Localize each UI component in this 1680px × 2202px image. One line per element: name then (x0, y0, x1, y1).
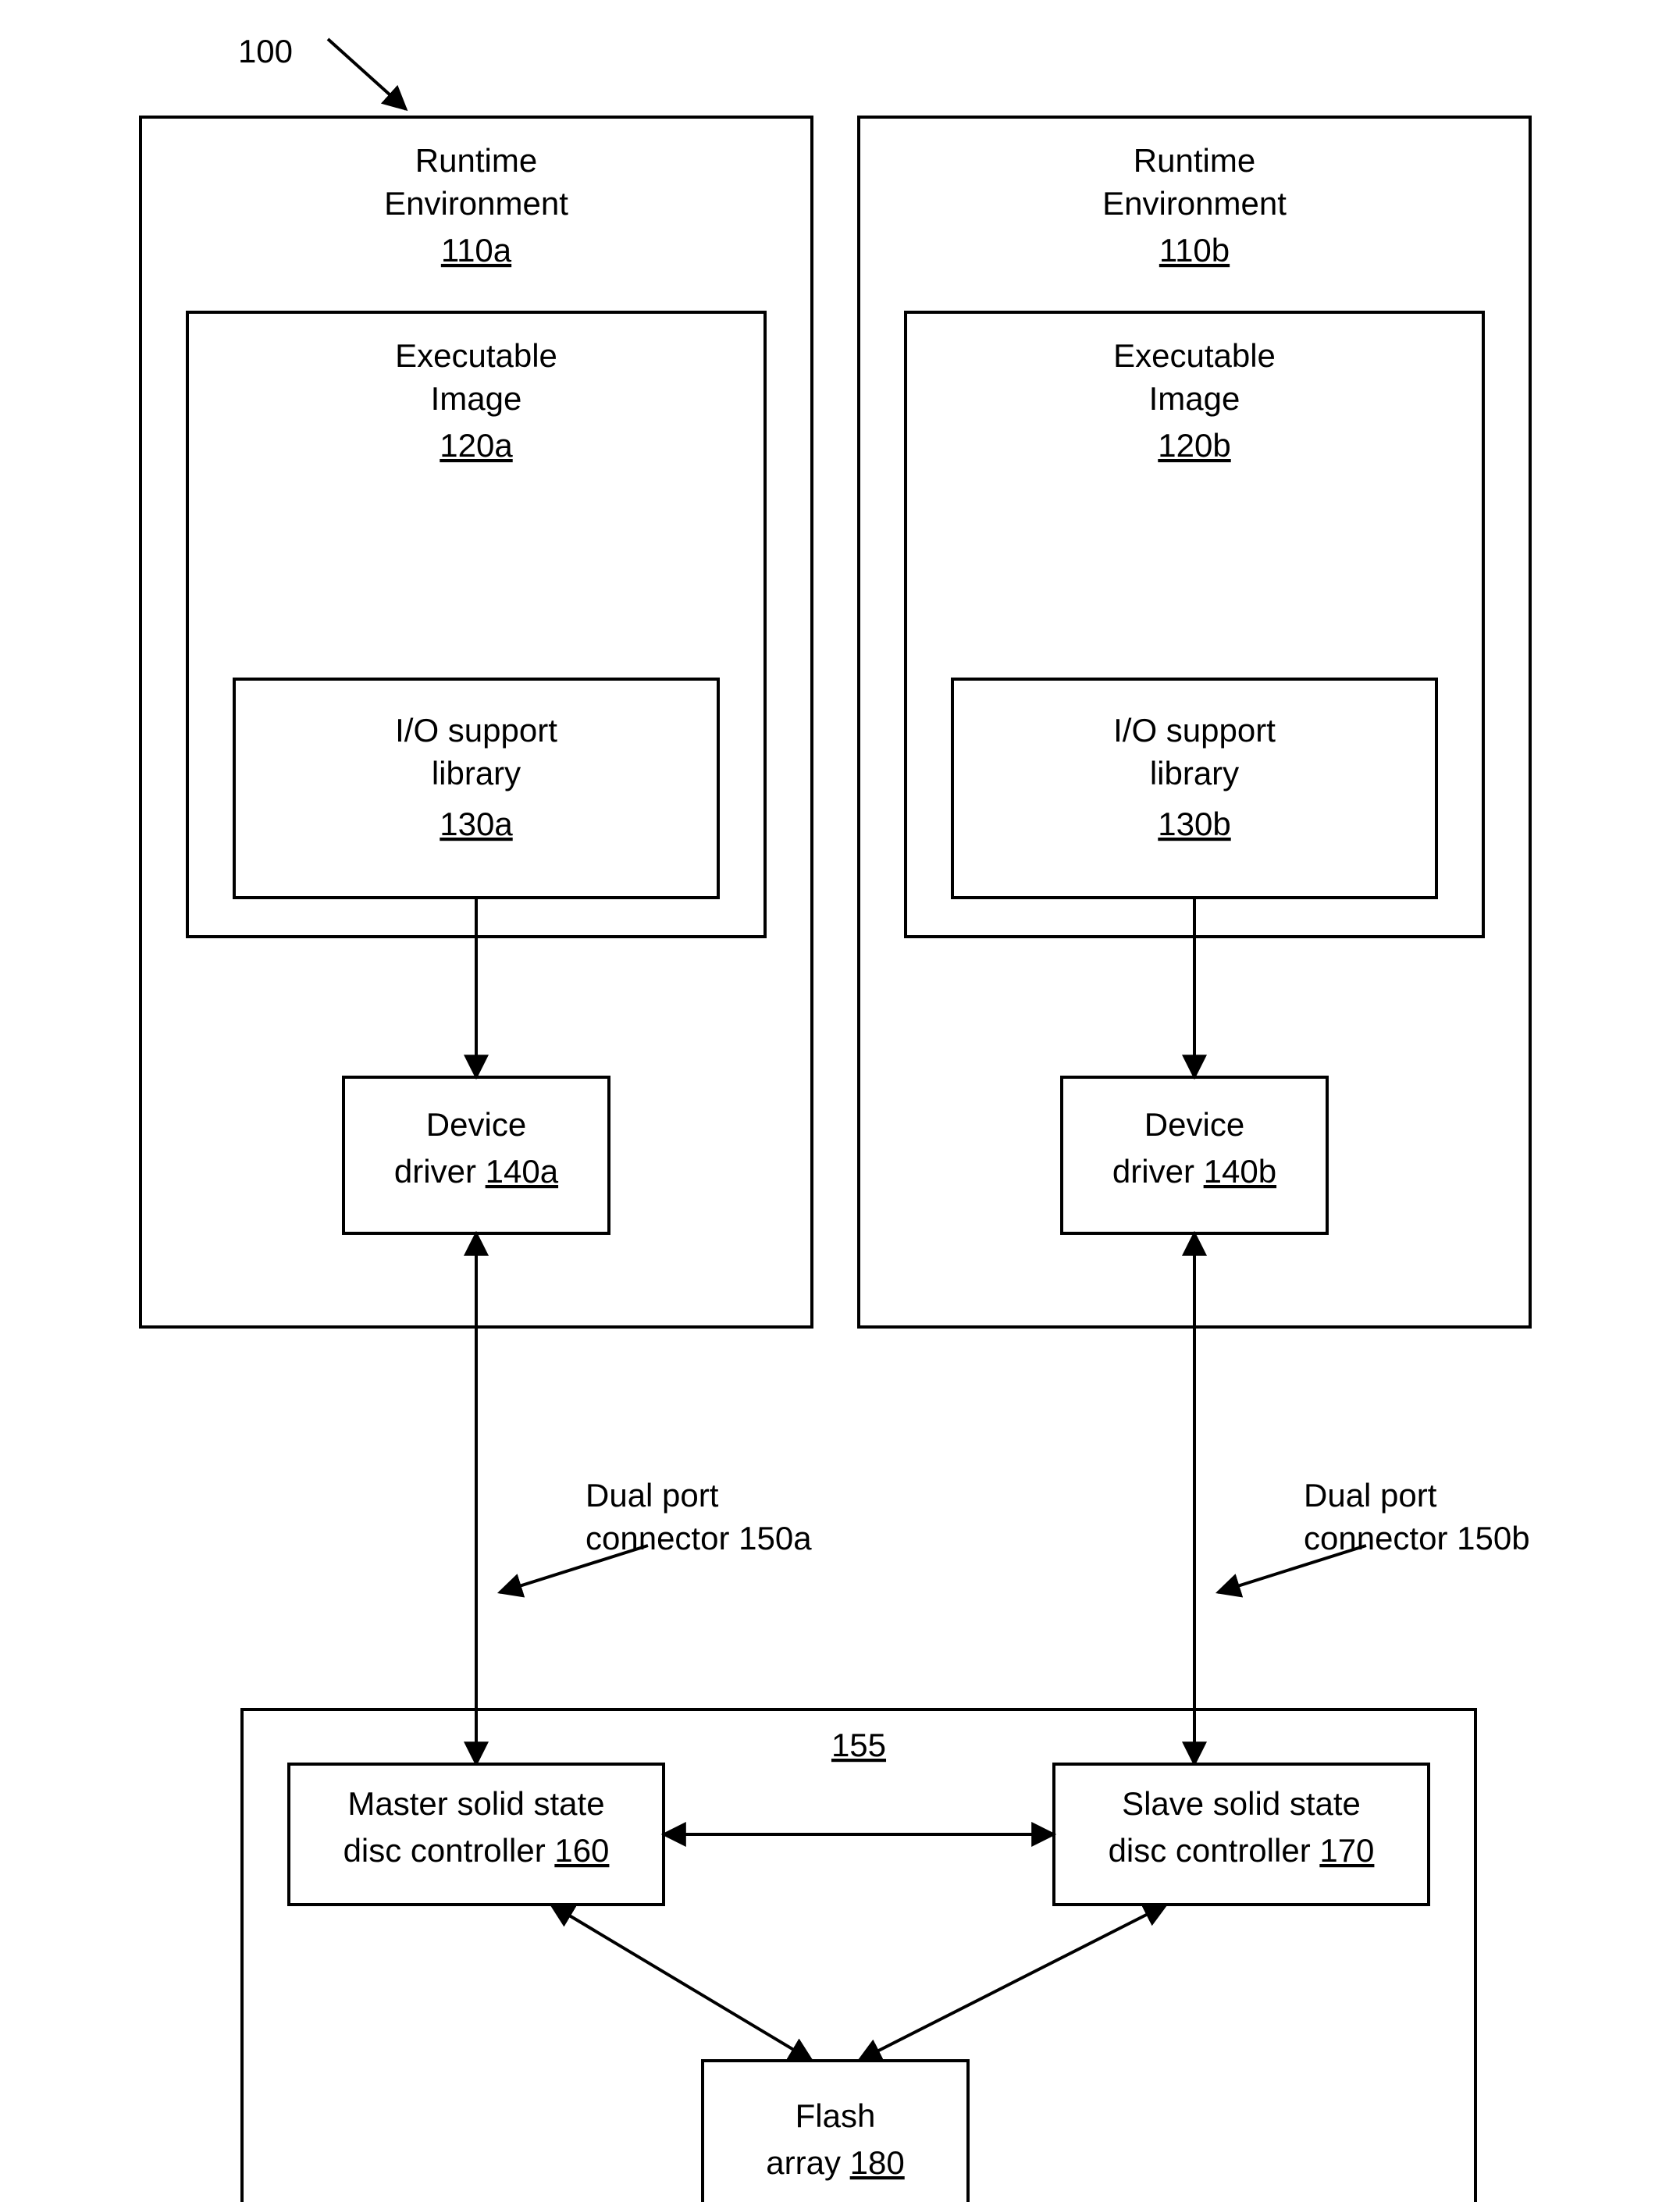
exec-title2-a: Image (431, 380, 522, 417)
drv-line2-a: driver 140a (394, 1153, 559, 1190)
runtime-ref-a: 110a (441, 232, 512, 269)
drv-line2-b: driver 140b (1112, 1153, 1276, 1190)
drv-title-b: Device (1144, 1106, 1244, 1143)
exec-title2-b: Image (1149, 380, 1240, 417)
runtime-ref-b: 110b (1159, 232, 1230, 269)
exec-ref-b: 120b (1158, 427, 1230, 464)
flash-t2: array 180 (766, 2144, 904, 2181)
io-title1-b: I/O support (1113, 712, 1276, 749)
master-ctrl-t2: disc controller 160 (343, 1832, 610, 1869)
runtime-title1-a: Runtime (415, 142, 537, 179)
ssd-ref-155: 155 (831, 1727, 886, 1763)
io-title2-b: library (1150, 755, 1239, 792)
master-ctrl-t1: Master solid state (347, 1785, 604, 1822)
io-title2-a: library (432, 755, 521, 792)
io-ref-a: 130a (440, 806, 513, 842)
runtime-title2-a: Environment (384, 185, 568, 222)
io-ref-b: 130b (1158, 806, 1230, 842)
dualport-label1-b: Dual port (1304, 1477, 1437, 1514)
figure-ref-label: 100 (238, 33, 293, 69)
io-title1-a: I/O support (395, 712, 557, 749)
slave-ctrl-t1: Slave solid state (1122, 1785, 1361, 1822)
flash-t1: Flash (796, 2097, 876, 2134)
drv-title-a: Device (426, 1106, 526, 1143)
dualport-label2-a: connector 150a (586, 1520, 812, 1556)
figure-ref-arrow (328, 39, 406, 109)
runtime-title2-b: Environment (1102, 185, 1287, 222)
exec-ref-a: 120a (440, 427, 513, 464)
exec-title1-b: Executable (1113, 337, 1276, 374)
dualport-label1-a: Dual port (586, 1477, 719, 1514)
slave-ctrl-t2: disc controller 170 (1109, 1832, 1375, 1869)
exec-title1-a: Executable (395, 337, 557, 374)
runtime-title1-b: Runtime (1134, 142, 1255, 179)
dualport-label2-b: connector 150b (1304, 1520, 1530, 1556)
